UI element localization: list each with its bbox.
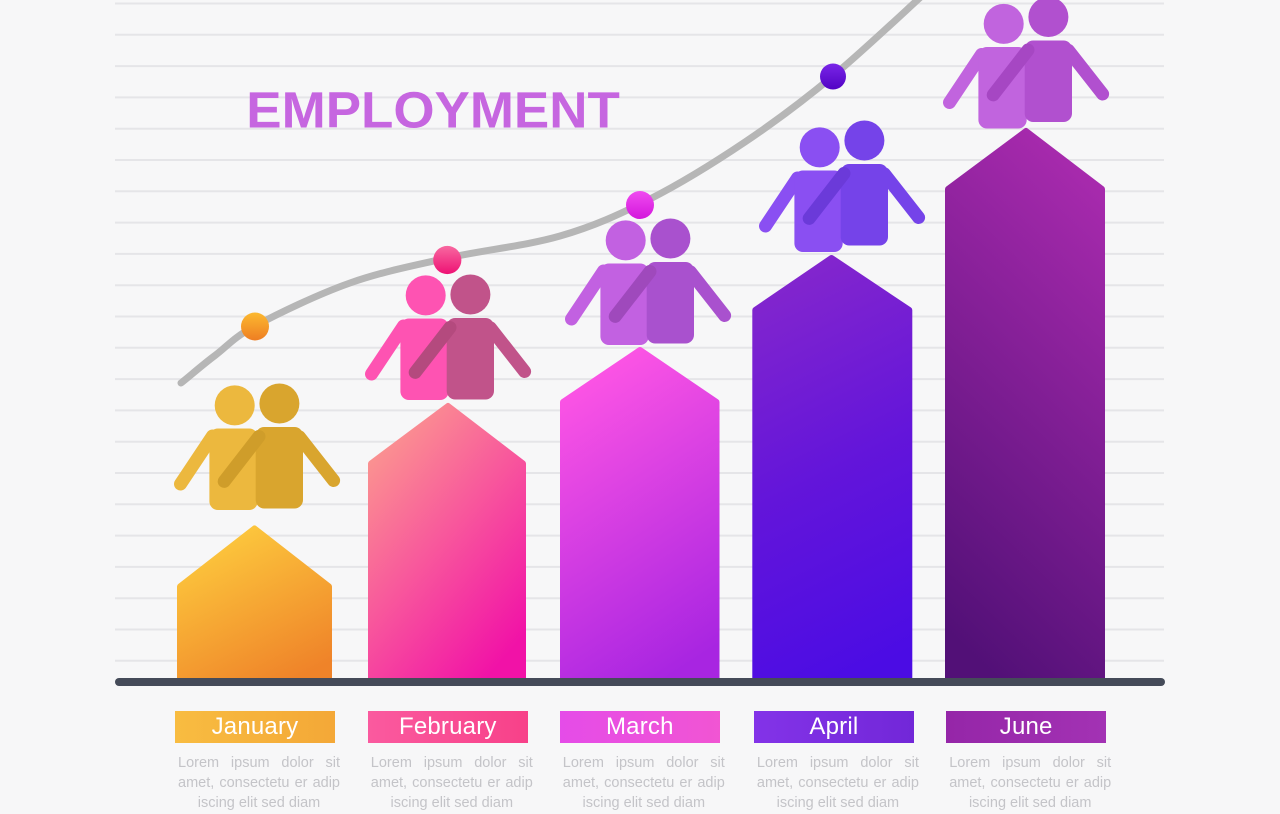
svg-text:EMPLOYMENT: EMPLOYMENT xyxy=(246,82,620,139)
